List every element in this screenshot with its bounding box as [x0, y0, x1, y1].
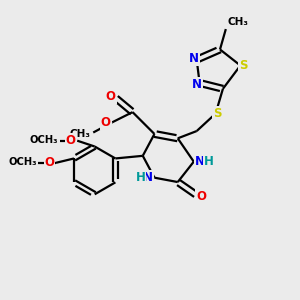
Text: CH₃: CH₃ — [227, 17, 248, 27]
Text: CH₃: CH₃ — [69, 129, 90, 139]
Text: S: S — [213, 107, 221, 120]
Text: H: H — [136, 171, 146, 184]
Text: N: N — [192, 78, 202, 91]
Text: OCH₃: OCH₃ — [30, 135, 58, 145]
Text: O: O — [196, 190, 206, 203]
Text: S: S — [239, 59, 248, 72]
Text: O: O — [106, 90, 116, 103]
Text: N: N — [189, 52, 199, 65]
Text: H: H — [204, 155, 214, 168]
Text: O: O — [101, 116, 111, 129]
Text: O: O — [66, 134, 76, 147]
Text: OCH₃: OCH₃ — [8, 157, 37, 167]
Text: N: N — [143, 171, 153, 184]
Text: O: O — [44, 156, 55, 169]
Text: N: N — [195, 155, 205, 168]
